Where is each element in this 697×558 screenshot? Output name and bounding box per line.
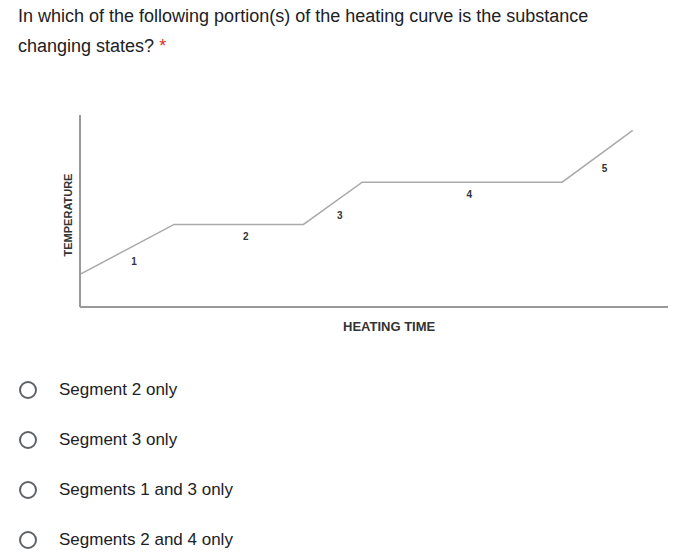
html-text:Segments 1 and 3 only: Segments 1 and 3 only xyxy=(59,480,233,499)
svg-text:3: 3 xyxy=(337,210,343,221)
html-text:TEMPERATURE: TEMPERATURE xyxy=(62,173,74,257)
html-text:HEATING TIME: HEATING TIME xyxy=(343,319,436,334)
svg-text:2: 2 xyxy=(243,231,249,242)
svg-text:1: 1 xyxy=(131,256,137,267)
html-text:Segment 2 only: Segment 2 only xyxy=(59,380,178,399)
svg-text:4: 4 xyxy=(466,189,472,200)
html-text:Segments 2 and 4 only: Segments 2 and 4 only xyxy=(59,530,233,549)
html-text:Segment 3 only: Segment 3 only xyxy=(59,430,178,449)
svg-text:5: 5 xyxy=(602,163,608,174)
html-text:changing states? *: changing states? * xyxy=(18,36,167,56)
html-text:In which of the following port: In which of the following portion(s) of … xyxy=(18,6,589,26)
